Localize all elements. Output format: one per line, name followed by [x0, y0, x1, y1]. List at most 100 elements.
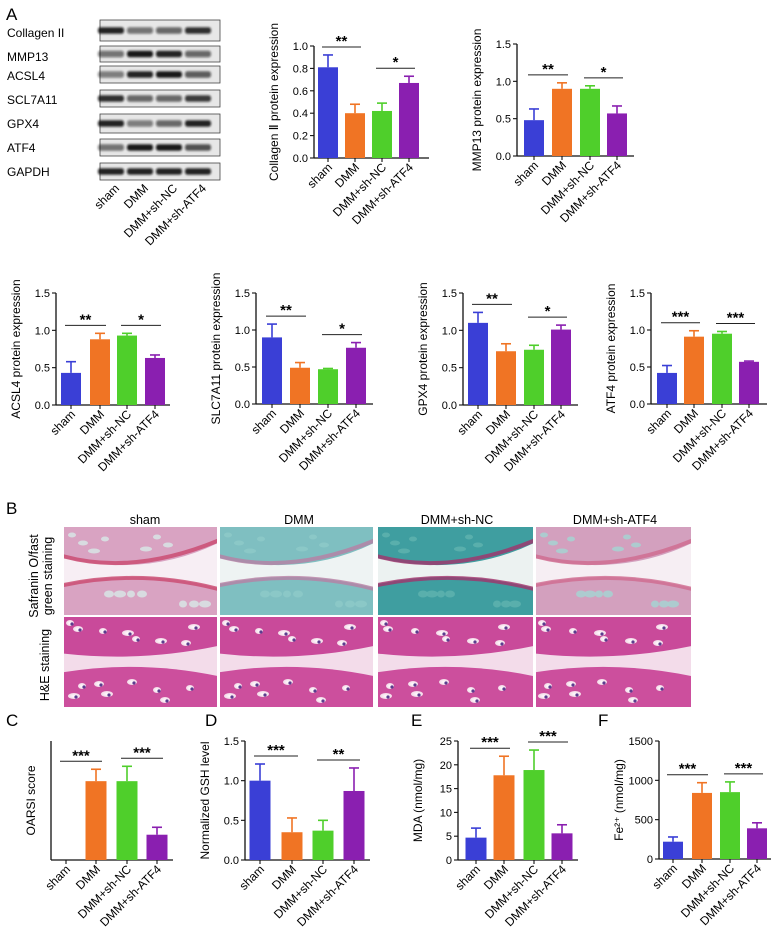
significance-label: * — [545, 303, 551, 320]
y-axis-label: Normalized GSH level — [198, 741, 212, 859]
x-tick-label: sham — [452, 862, 483, 893]
panel-label-e: E — [411, 711, 422, 730]
histology-image — [64, 617, 217, 707]
bar — [493, 775, 515, 860]
significance-label: * — [138, 311, 144, 328]
chart-atf4: ATF4 protein expression 0.00.51.01.5shamD… — [604, 284, 767, 473]
y-tick-label: 1.5 — [442, 288, 457, 300]
wb-band — [98, 27, 124, 34]
wb-band — [156, 95, 182, 102]
significance-label: * — [393, 54, 399, 71]
y-tick-label: 0.5 — [35, 363, 50, 375]
y-tick-label: 1.0 — [35, 325, 50, 337]
significance-label: ** — [80, 311, 92, 328]
wb-protein-label: GPX4 — [7, 117, 39, 131]
wb-band — [185, 27, 211, 34]
significance-label: ** — [486, 290, 498, 307]
x-tick-label: sham — [454, 407, 485, 438]
histology-panel: sham DMM DMM+sh-NC DMM+sh-ATF4 Safranin … — [27, 513, 691, 707]
bar — [524, 120, 544, 156]
wb-band — [127, 27, 153, 34]
wb-band — [98, 168, 124, 175]
y-axis-label: OARSI score — [24, 765, 38, 835]
bar — [496, 351, 516, 405]
x-tick-label: sham — [304, 160, 335, 191]
y-tick-label: 0.5 — [630, 362, 645, 374]
x-tick-label: sham — [236, 862, 267, 893]
histo-col-title: DMM — [284, 513, 314, 527]
y-tick-label: 1.5 — [630, 288, 645, 300]
panel-label-d: D — [205, 711, 217, 730]
bar — [551, 329, 571, 405]
bar — [552, 88, 572, 156]
panel-label-c: C — [6, 711, 18, 730]
bar — [524, 349, 544, 405]
panel-label-a: A — [6, 5, 18, 24]
histology-image — [378, 617, 533, 707]
significance-label: *** — [539, 728, 557, 745]
wb-protein-label: Collagen II — [7, 26, 64, 40]
y-tick-label: 10 — [440, 807, 452, 819]
significance-label: ** — [280, 302, 292, 319]
wb-band — [127, 120, 153, 127]
bar — [249, 780, 271, 860]
y-tick-label: 0.5 — [496, 114, 511, 126]
bar — [346, 347, 366, 404]
significance-label: ** — [542, 61, 554, 78]
x-tick-label: sham — [643, 406, 674, 437]
panel-label-f: F — [598, 711, 608, 730]
bar — [318, 67, 338, 158]
bar — [399, 82, 419, 158]
bar — [372, 110, 392, 158]
significance-label: ** — [336, 33, 348, 50]
y-tick-label: 20 — [440, 760, 452, 772]
y-axis-label: MDA (nmol/mg) — [411, 759, 425, 842]
bar — [692, 792, 712, 859]
bar — [747, 828, 767, 859]
histo-col-title: DMM+sh-NC — [421, 513, 494, 527]
y-tick-label: 0.0 — [442, 400, 457, 412]
wb-band — [98, 95, 124, 102]
histo-row-label: green staining — [41, 537, 55, 616]
significance-label: *** — [133, 744, 151, 761]
wb-protein-label: ACSL4 — [7, 69, 45, 83]
y-tick-label: 0.0 — [293, 153, 308, 165]
bar — [116, 781, 138, 860]
bar — [262, 337, 282, 404]
y-tick-label: 0.0 — [496, 151, 511, 163]
bar — [318, 369, 338, 404]
wb-band — [156, 144, 182, 151]
bar — [720, 792, 740, 859]
wb-band — [156, 50, 182, 58]
y-axis-label: MMP13 protein expression — [470, 29, 484, 172]
significance-label: *** — [727, 309, 745, 326]
y-tick-label: 5 — [446, 831, 452, 843]
bar — [61, 372, 81, 405]
chart-slc7a11: SLC7A11 protein expression 0.0 0.5 1.0 1.5 sh… — [209, 273, 373, 473]
y-tick-label: 1.5 — [224, 736, 239, 748]
wb-band — [127, 144, 153, 151]
bar — [739, 361, 759, 404]
wb-band — [156, 71, 182, 78]
wb-protein-label: MMP13 — [7, 50, 49, 64]
x-tick-label: sham — [47, 407, 78, 438]
y-axis-label: ATF4 protein expression — [604, 284, 618, 414]
y-tick-label: 0.0 — [224, 855, 239, 867]
bar — [90, 339, 110, 405]
x-tick-label: sham — [649, 861, 680, 892]
y-tick-label: 1.0 — [224, 776, 239, 788]
bar — [465, 837, 487, 860]
wb-band — [156, 168, 182, 175]
y-tick-label: 0.0 — [235, 399, 250, 411]
y-axis-label: GPX4 protein expression — [416, 282, 430, 415]
wb-protein-label: SCL7A11 — [7, 93, 58, 107]
histo-col-title: DMM+sh-ATF4 — [573, 513, 657, 527]
y-tick-label: 15 — [440, 784, 452, 796]
chart-collagen: Collagen Ⅱ protein expression 0.0 0.2 0.4 0.… — [267, 23, 429, 227]
wb-protein-label: ATF4 — [7, 141, 36, 155]
y-tick-label: 0.5 — [224, 815, 239, 827]
y-tick-label: 1.0 — [235, 325, 250, 337]
